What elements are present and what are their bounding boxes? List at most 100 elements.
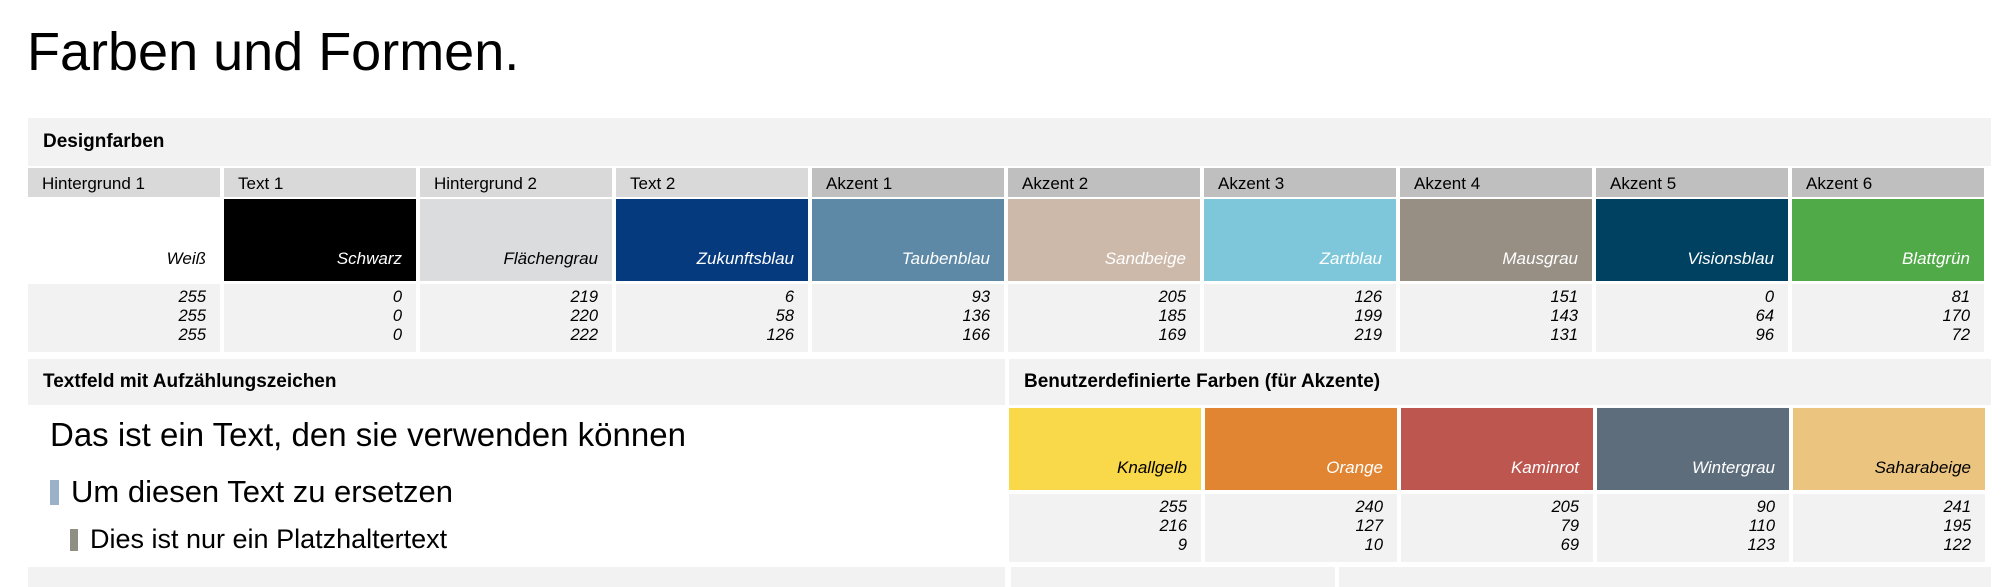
color-name: Visionsblau bbox=[1687, 249, 1774, 268]
rgb-value: 219 bbox=[570, 288, 598, 306]
rgb-value: 127 bbox=[1355, 517, 1383, 535]
rgb-values: 255 216 9 bbox=[1009, 494, 1201, 562]
custom-colors-heading: Benutzerdefinierte Farben (für Akzente) bbox=[1009, 359, 1991, 405]
rgb-value: 216 bbox=[1159, 517, 1187, 535]
color-name: Orange bbox=[1326, 458, 1383, 477]
rgb-value: 219 bbox=[1354, 326, 1382, 344]
rgb-value: 199 bbox=[1354, 307, 1382, 325]
rgb-value: 240 bbox=[1355, 498, 1383, 516]
text-line-1: Das ist ein Text, den sie verwenden könn… bbox=[50, 416, 686, 453]
rgb-values: 205 185 169 bbox=[1008, 284, 1200, 352]
color-name: Sandbeige bbox=[1104, 249, 1186, 268]
rgb-value: 131 bbox=[1550, 326, 1578, 344]
color-name: Weiß bbox=[166, 249, 206, 268]
custom-color-swatch: Orange bbox=[1205, 408, 1397, 490]
rgb-value: 0 bbox=[1764, 288, 1774, 306]
color-name: Blattgrün bbox=[1901, 249, 1970, 268]
color-swatch: Mausgrau bbox=[1400, 199, 1592, 281]
rgb-values: 205 79 69 bbox=[1401, 494, 1593, 562]
color-swatch: Zartblau bbox=[1204, 199, 1396, 281]
rgb-value: 90 bbox=[1756, 498, 1775, 516]
rgb-value: 185 bbox=[1158, 307, 1186, 325]
rgb-values: 240 127 10 bbox=[1205, 494, 1397, 562]
rgb-value: 241 bbox=[1943, 498, 1971, 516]
color-name: Taubenblau bbox=[901, 249, 990, 268]
bullet-text: Dies ist nur ein Platzhaltertext bbox=[90, 524, 448, 554]
rgb-value: 0 bbox=[392, 288, 402, 306]
rgb-value: 79 bbox=[1560, 517, 1579, 535]
rgb-value: 205 bbox=[1551, 498, 1579, 516]
rgb-value: 126 bbox=[766, 326, 794, 344]
rgb-value: 222 bbox=[570, 326, 598, 344]
rgb-value: 64 bbox=[1755, 307, 1774, 325]
rgb-value: 81 bbox=[1951, 288, 1970, 306]
rgb-value: 169 bbox=[1158, 326, 1186, 344]
color-swatch: Taubenblau bbox=[812, 199, 1004, 281]
rgb-value: 93 bbox=[971, 288, 990, 306]
color-swatch: Weiß bbox=[28, 199, 220, 281]
color-name: Mausgrau bbox=[1502, 249, 1578, 268]
footer-strip bbox=[28, 567, 1005, 587]
textbox-heading: Textfeld mit Aufzählungszeichen bbox=[28, 359, 1005, 405]
rgb-value: 255 bbox=[178, 307, 206, 325]
color-slot-label: Akzent 5 bbox=[1596, 168, 1788, 197]
color-slot-label: Akzent 6 bbox=[1792, 168, 1984, 197]
design-swatch-row: Weiß Schwarz Flächengrau Zukunftsblau Tauben… bbox=[28, 199, 1984, 281]
rgb-value: 205 bbox=[1158, 288, 1186, 306]
rgb-value: 220 bbox=[570, 307, 598, 325]
rgb-value: 122 bbox=[1943, 536, 1971, 554]
color-slot-label: Akzent 2 bbox=[1008, 168, 1200, 197]
bullet-item-2: Dies ist nur ein Platzhaltertext bbox=[70, 524, 447, 555]
color-slot-label: Text 1 bbox=[224, 168, 416, 197]
custom-color-swatch: Wintergrau bbox=[1597, 408, 1789, 490]
color-swatch: Schwarz bbox=[224, 199, 416, 281]
custom-color-swatch: Saharabeige bbox=[1793, 408, 1985, 490]
rgb-value: 58 bbox=[775, 307, 794, 325]
rgb-value: 10 bbox=[1364, 536, 1383, 554]
color-slot-label: Hintergrund 1 bbox=[28, 168, 220, 197]
rgb-value: 170 bbox=[1942, 307, 1970, 325]
color-name: Flächengrau bbox=[503, 249, 598, 268]
color-name: Saharabeige bbox=[1874, 458, 1971, 477]
bullet-text: Um diesen Text zu ersetzen bbox=[71, 474, 453, 509]
rgb-values: 0 64 96 bbox=[1596, 284, 1788, 352]
color-name: Wintergrau bbox=[1692, 458, 1775, 477]
rgb-value: 72 bbox=[1951, 326, 1970, 344]
rgb-value: 126 bbox=[1354, 288, 1382, 306]
custom-color-swatch: Kaminrot bbox=[1401, 408, 1593, 490]
color-slot-label: Akzent 3 bbox=[1204, 168, 1396, 197]
rgb-value: 166 bbox=[962, 326, 990, 344]
color-slot-label: Hintergrund 2 bbox=[420, 168, 612, 197]
rgb-values: 151 143 131 bbox=[1400, 284, 1592, 352]
rgb-value: 255 bbox=[178, 288, 206, 306]
design-colors-heading: Designfarben bbox=[28, 118, 1991, 166]
color-swatch: Sandbeige bbox=[1008, 199, 1200, 281]
rgb-value: 255 bbox=[178, 326, 206, 344]
rgb-value: 255 bbox=[1159, 498, 1187, 516]
rgb-value: 0 bbox=[392, 326, 402, 344]
rgb-value: 195 bbox=[1943, 517, 1971, 535]
color-swatch: Flächengrau bbox=[420, 199, 612, 281]
custom-swatch-row: Knallgelb Orange Kaminrot Wintergrau Saharab… bbox=[1009, 408, 1985, 490]
rgb-value: 136 bbox=[962, 307, 990, 325]
bullet-bar-icon bbox=[70, 528, 78, 551]
color-swatch: Blattgrün bbox=[1792, 199, 1984, 281]
rgb-value: 143 bbox=[1550, 307, 1578, 325]
rgb-values: 219 220 222 bbox=[420, 284, 612, 352]
color-slot-label: Akzent 1 bbox=[812, 168, 1004, 197]
rgb-values: 241 195 122 bbox=[1793, 494, 1985, 562]
color-name: Zukunftsblau bbox=[696, 249, 794, 268]
color-swatch: Zukunftsblau bbox=[616, 199, 808, 281]
rgb-value: 110 bbox=[1748, 517, 1775, 535]
rgb-value: 6 bbox=[784, 288, 794, 306]
design-value-row: 255 255 255 0 0 0 219 220 222 6 58 126 93 136 166 205 18… bbox=[28, 284, 1984, 352]
color-slot-label: Akzent 4 bbox=[1400, 168, 1592, 197]
rgb-value: 151 bbox=[1550, 288, 1578, 306]
footer-strip bbox=[1339, 567, 1991, 587]
rgb-value: 123 bbox=[1747, 536, 1775, 554]
rgb-value: 96 bbox=[1755, 326, 1774, 344]
color-name: Zartblau bbox=[1319, 249, 1382, 268]
color-name: Schwarz bbox=[336, 249, 402, 268]
rgb-values: 90 110 123 bbox=[1597, 494, 1789, 562]
